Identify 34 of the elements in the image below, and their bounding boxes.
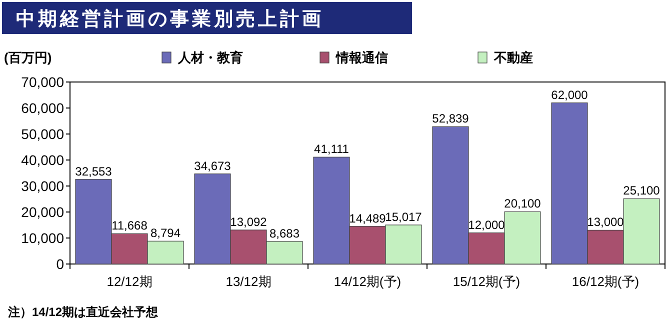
y-tick-label: 0 [56,256,64,272]
data-label: 52,839 [432,112,470,126]
data-label: 34,673 [194,158,232,173]
x-tick-label: 16/12期(予) [572,274,640,289]
y-tick-label: 20,000 [21,204,64,220]
y-tick-label: 60,000 [21,100,64,116]
data-label: 41,111 [314,142,350,156]
y-tick-label: 40,000 [21,152,64,168]
x-tick-label: 12/12期 [106,274,152,289]
chart-title: 中期経営計画の事業別売上計画 [16,8,324,30]
text: 注）14/12期は直近会社予想 [7,305,160,319]
data-label: 8,794 [150,226,181,240]
x-tick-label: 13/12期 [226,274,272,289]
data-label: 12,000 [468,218,506,232]
y-tick-label: 50,000 [21,126,64,142]
data-label: 8,683 [269,226,300,240]
y-tick-label: 10,000 [21,230,64,246]
data-label: 13,000 [587,215,624,230]
data-label: 11,668 [112,218,148,233]
y-tick-label: 70,000 [21,74,64,90]
x-tick-label: 14/12期(予) [334,274,402,289]
legend-label: 情報通信 [335,50,388,65]
data-label: 62,000 [551,88,588,102]
data-label: 32,553 [75,164,112,178]
data-label: 14,489 [349,211,386,226]
legend-label: 人材・教育 [177,50,243,65]
legend-label: 不動産 [493,50,533,65]
y-axis-title: (百万円) [4,50,52,65]
data-label: 13,092 [230,214,268,229]
data-label: 20,100 [504,196,542,211]
y-tick-label: 30,000 [21,178,64,194]
data-label: 25,100 [623,184,660,198]
x-tick-label: 15/12期(予) [452,274,520,289]
data-label: 15,017 [385,210,422,224]
